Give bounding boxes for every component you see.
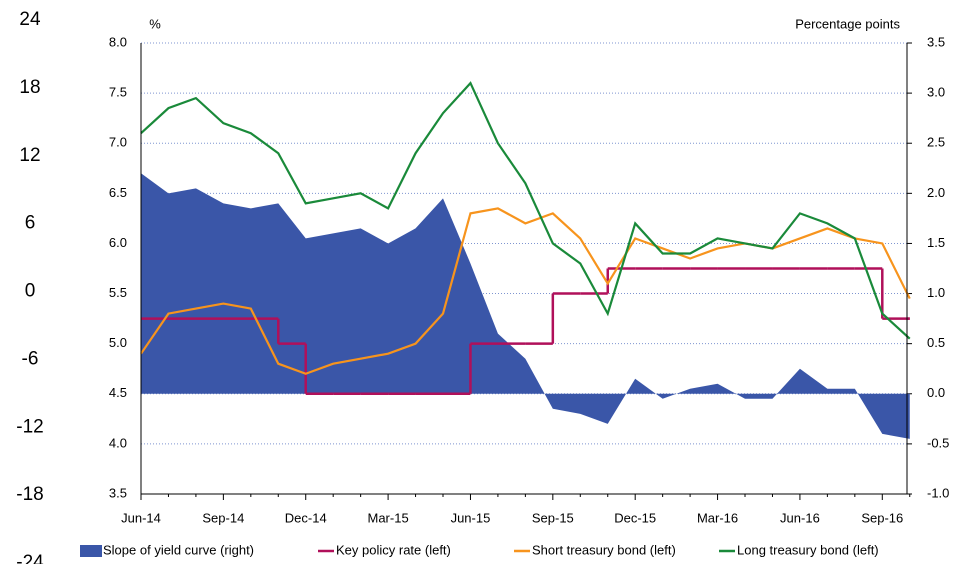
right-axis-title: Percentage points (795, 16, 900, 31)
y3-tick-label: 12 (19, 145, 40, 166)
x-tick-label: Jun-16 (780, 510, 820, 525)
x-tick-label: Sep-16 (861, 510, 903, 525)
legend-label: Long treasury bond (left) (737, 542, 879, 557)
y3-tick-label: 6 (25, 213, 36, 234)
legend-swatch (80, 545, 102, 557)
y-tick-label: 6.5 (109, 185, 127, 200)
y3-tick-label: -18 (16, 484, 43, 505)
y-tick-label: 4.0 (109, 435, 127, 450)
y3-tick-label: 18 (19, 77, 40, 98)
y3-tick-label: 0 (25, 281, 36, 302)
y2-tick-label: 3.5 (927, 34, 945, 49)
y-tick-label: 6.0 (109, 235, 127, 250)
x-tick-label: Mar-16 (697, 510, 738, 525)
y2-tick-label: 1.0 (927, 285, 945, 300)
y-tick-label: 4.5 (109, 385, 127, 400)
series-line (140, 81, 911, 340)
y-tick-label: 7.0 (109, 135, 127, 150)
legend-label: Slope of yield curve (right) (103, 542, 254, 557)
y3-tick-label: 24 (19, 9, 41, 30)
y2-tick-label: 0.5 (927, 335, 945, 350)
y-tick-label: 5.5 (109, 285, 127, 300)
y3-tick-label: -6 (22, 348, 39, 369)
y-tick-label: 7.5 (109, 85, 127, 100)
y2-tick-label: 2.0 (927, 185, 945, 200)
left-axis-title: % (149, 16, 161, 31)
legend-label: Key policy rate (left) (336, 542, 451, 557)
y-tick-label: 3.5 (109, 485, 127, 500)
y2-tick-label: -0.5 (927, 435, 949, 450)
x-tick-label: Jun-14 (121, 510, 161, 525)
slope-area (141, 173, 910, 439)
y2-tick-label: -1.0 (927, 485, 949, 500)
x-tick-label: Mar-15 (368, 510, 409, 525)
y3-tick-label: -24 (16, 552, 44, 564)
legend-label: Short treasury bond (left) (532, 542, 676, 557)
y2-tick-label: 2.5 (927, 135, 945, 150)
series-line (140, 207, 911, 375)
y2-tick-label: 3.0 (927, 85, 945, 100)
x-tick-label: Dec-15 (614, 510, 656, 525)
y2-tick-label: 1.5 (927, 235, 945, 250)
x-tick-label: Sep-15 (532, 510, 574, 525)
x-tick-label: Jun-15 (451, 510, 491, 525)
y2-tick-label: 0.0 (927, 385, 945, 400)
y-tick-label: 5.0 (109, 335, 127, 350)
y-tick-label: 8.0 (109, 34, 127, 49)
x-tick-label: Dec-14 (285, 510, 327, 525)
x-tick-label: Sep-14 (202, 510, 244, 525)
y3-tick-label: -12 (16, 416, 43, 437)
